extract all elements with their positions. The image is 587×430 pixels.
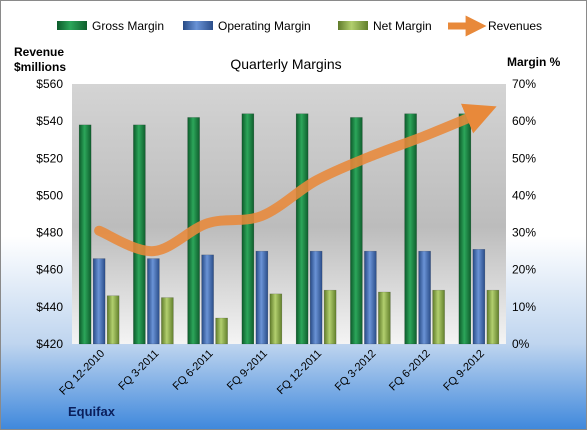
legend-item-net-margin: Net Margin [338, 19, 432, 33]
right-axis-ticks: 0% 10% 20% 30% 40% 50% 60% 70% [512, 77, 536, 351]
revenue-line-series [94, 103, 497, 257]
bar-net-margin [378, 291, 391, 345]
left-tick-label: $520 [36, 151, 63, 165]
bar-net-margin [161, 297, 174, 345]
bar-operating-margin [472, 249, 486, 345]
bar-gross-margin [350, 117, 363, 345]
bar-gross-margin [458, 113, 472, 345]
legend-swatch-gross-margin [57, 21, 87, 30]
bar-operating-margin [147, 258, 160, 345]
bar-gross-margin [133, 124, 146, 345]
bar-operating-margin [92, 258, 106, 345]
right-tick-label: 0% [512, 337, 530, 351]
left-axis-title-line2: $millions [14, 60, 66, 74]
right-tick-label: 40% [512, 188, 536, 202]
legend-swatch-operating-margin [183, 21, 213, 30]
right-axis-title: Margin % [507, 55, 561, 69]
left-tick-label: $440 [36, 300, 63, 314]
bar-net-margin [269, 293, 283, 345]
bar-operating-margin [309, 250, 323, 345]
chart-title: Quarterly Margins [230, 56, 341, 72]
right-tick-label: 20% [512, 263, 536, 277]
legend-label-gross-margin: Gross Margin [92, 19, 164, 33]
bar-gross-margin [241, 113, 255, 345]
bar-series [78, 113, 500, 345]
bar-operating-margin [255, 250, 269, 345]
legend-label-net-margin: Net Margin [373, 19, 432, 33]
left-tick-label: $500 [36, 188, 63, 202]
bar-gross-margin [78, 124, 92, 345]
bar-net-margin [432, 289, 445, 345]
legend-item-operating-margin: Operating Margin [183, 19, 311, 33]
left-tick-label: $460 [36, 263, 63, 277]
legend-swatch-net-margin [338, 21, 368, 30]
left-tick-label: $420 [36, 337, 63, 351]
left-tick-label: $480 [36, 226, 63, 240]
bar-net-margin [323, 289, 337, 345]
right-tick-label: 60% [512, 114, 536, 128]
bar-operating-margin [201, 254, 214, 345]
legend: Gross Margin Operating Margin Net Margin… [57, 15, 542, 37]
legend-item-revenues: Revenues [448, 15, 542, 37]
left-axis-title-line1: Revenue [14, 45, 64, 59]
bar-gross-margin [295, 113, 309, 345]
left-axis-ticks: $420 $440 $460 $480 $500 $520 $540 $560 [36, 77, 63, 351]
company-label: Equifax [68, 404, 116, 419]
left-tick-label: $560 [36, 77, 63, 91]
legend-item-gross-margin: Gross Margin [57, 19, 164, 33]
bar-operating-margin [418, 250, 431, 345]
bar-net-margin [215, 317, 228, 345]
right-tick-label: 10% [512, 300, 536, 314]
bar-operating-margin [364, 250, 377, 345]
bar-net-margin [106, 295, 120, 345]
revenues-line [94, 103, 497, 257]
right-tick-label: 50% [512, 151, 536, 165]
legend-label-operating-margin: Operating Margin [218, 19, 311, 33]
legend-label-revenues: Revenues [488, 19, 542, 33]
right-tick-label: 30% [512, 226, 536, 240]
right-tick-label: 70% [512, 77, 536, 91]
bar-gross-margin [404, 113, 417, 345]
left-tick-label: $540 [36, 114, 63, 128]
bar-net-margin [486, 289, 500, 345]
